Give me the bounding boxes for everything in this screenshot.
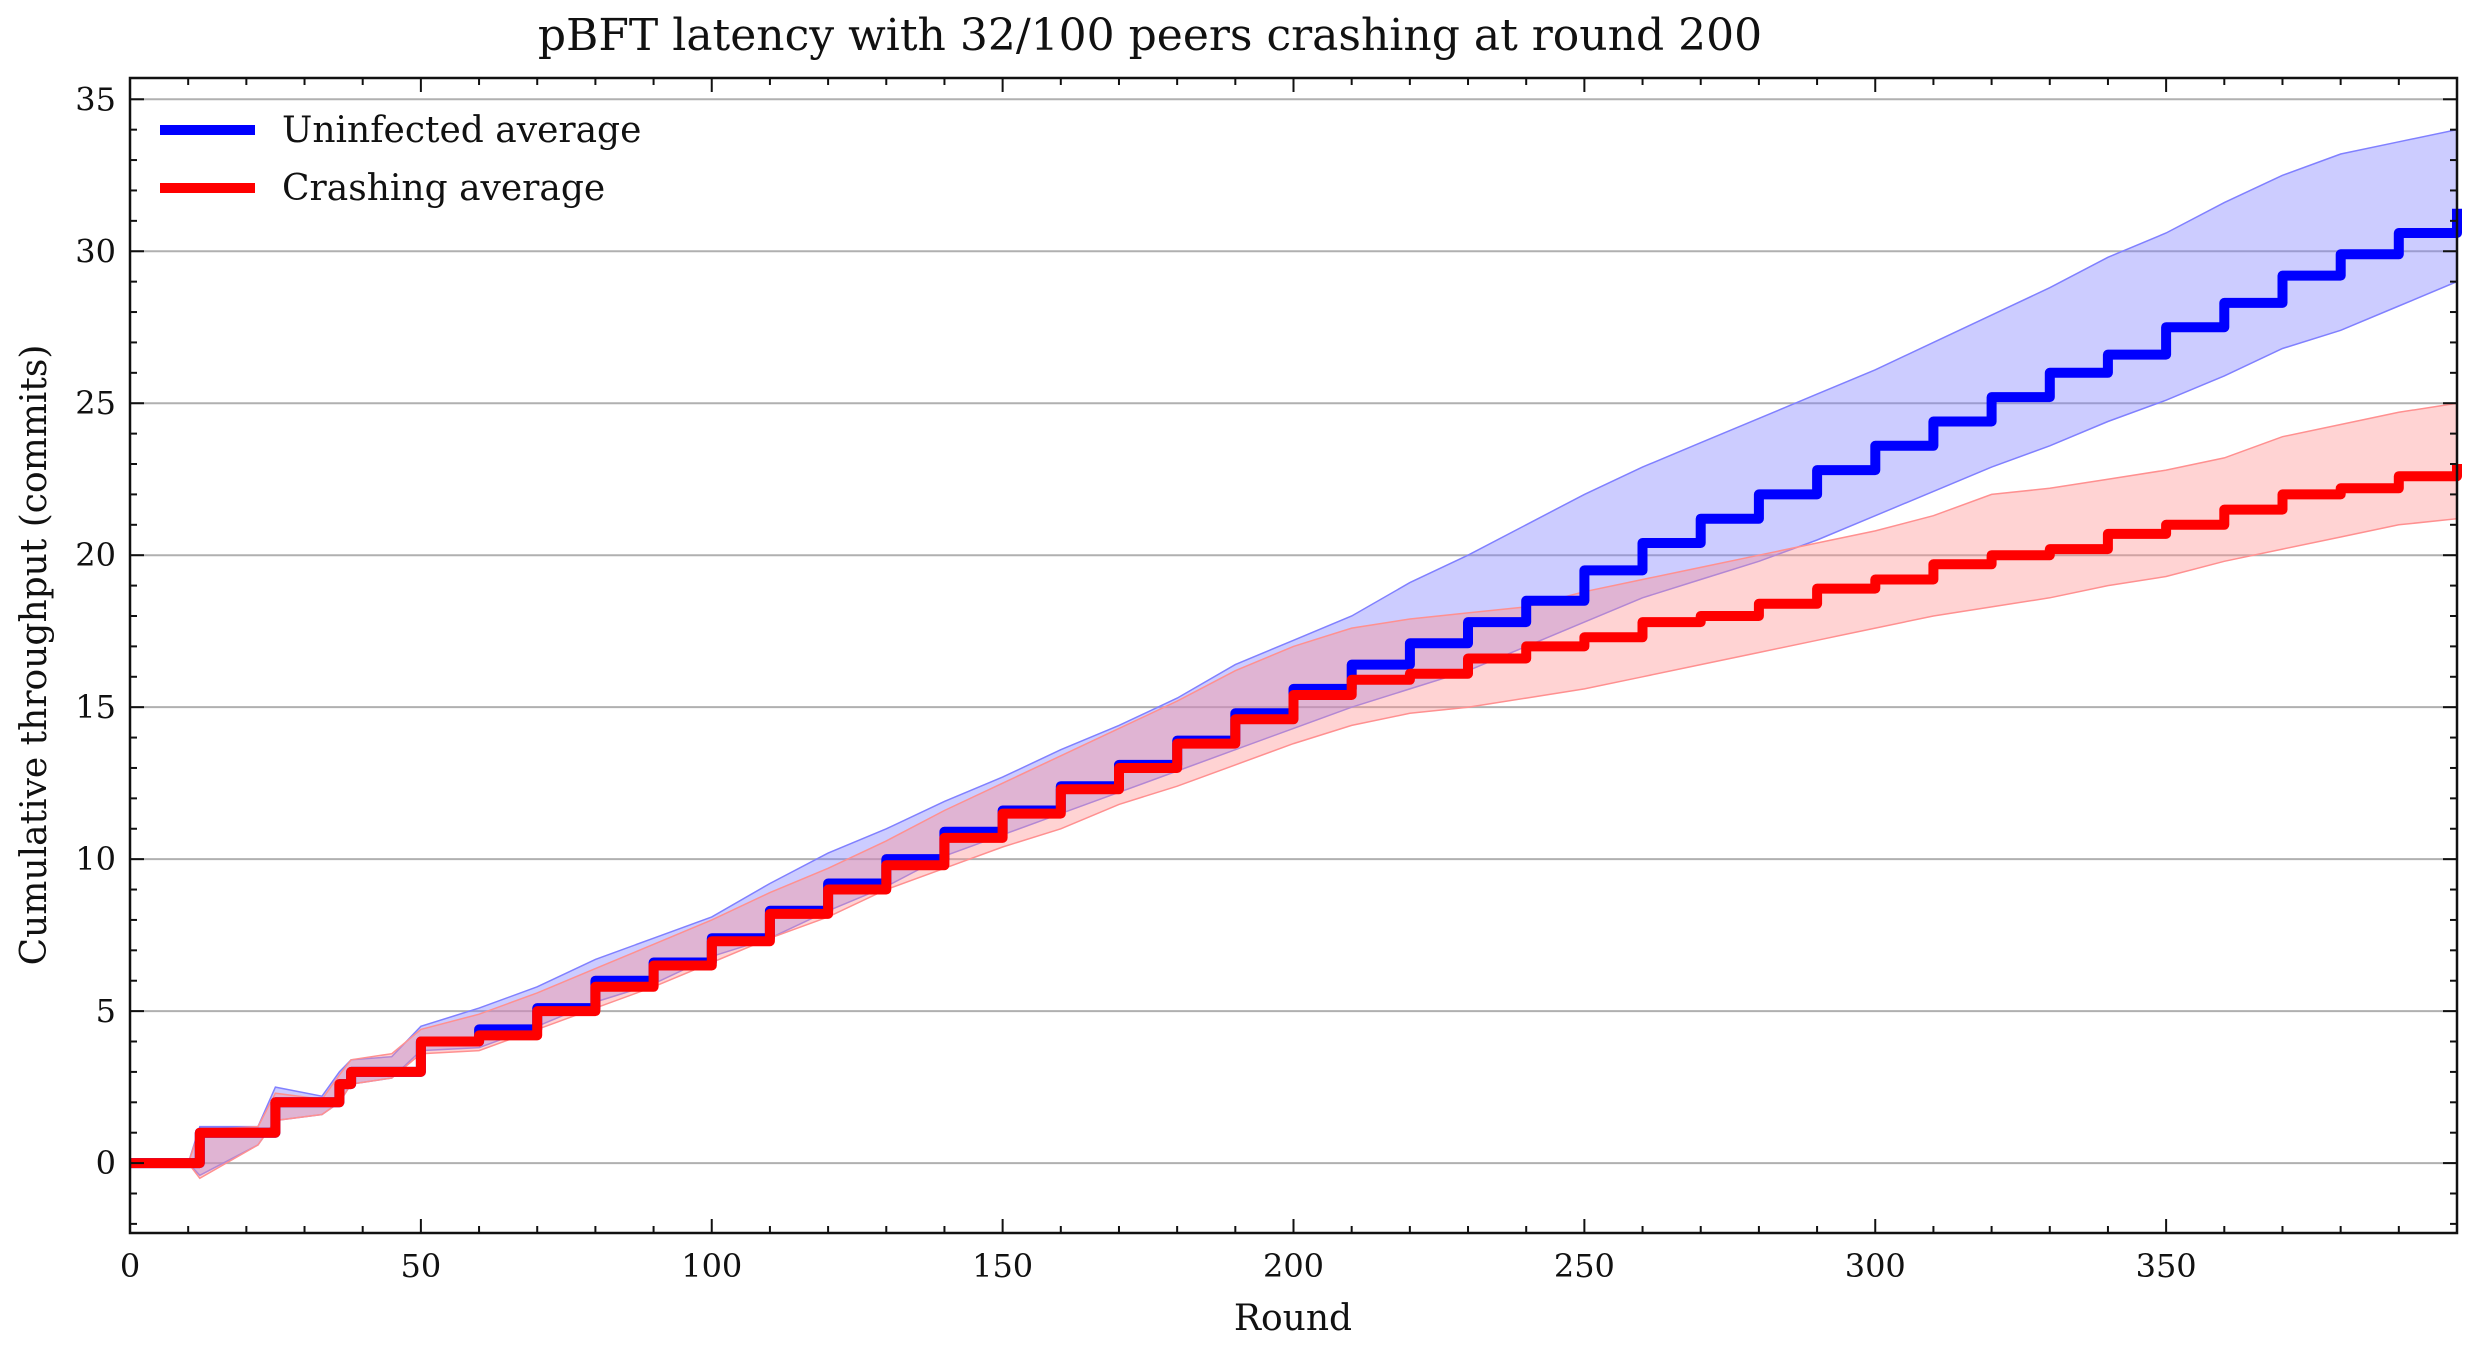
y-tick-label: 35 [75,80,116,118]
chart-title: pBFT latency with 32/100 peers crashing … [538,10,1762,61]
legend-label-uninfected: Uninfected average [282,110,641,151]
x-tick-label: 150 [972,1247,1033,1285]
y-tick-label: 0 [96,1144,116,1182]
y-axis: 0 5 10 15 20 25 30 35 [75,80,2457,1225]
confidence-bands [130,128,2458,1180]
y-tick-label: 10 [75,840,116,878]
y-tick-label: 30 [75,232,116,270]
x-tick-label: 200 [1263,1247,1324,1285]
x-tick-label: 350 [2136,1247,2197,1285]
x-tick-label: 100 [681,1247,742,1285]
grid [130,98,2457,1165]
x-tick-label: 250 [1554,1247,1615,1285]
x-axis: 0 50 100 150 200 250 300 350 [120,78,2458,1285]
series-lines [130,208,2462,1169]
y-tick-label: 20 [75,536,116,574]
legend-label-crashing: Crashing average [282,168,605,209]
band-series-1 [130,402,2458,1180]
x-tick-label: 0 [120,1247,140,1285]
x-tick-label: 50 [401,1247,442,1285]
y-tick-label: 15 [75,688,116,726]
x-axis-label: Round [1234,1298,1352,1339]
legend: Uninfected average Crashing average [160,110,641,209]
y-tick-label: 5 [96,992,116,1030]
line-series-1 [130,464,2462,1169]
y-axis-label: Cumulative throughput (commits) [14,345,55,966]
y-tick-label: 25 [75,384,116,422]
x-tick-label: 300 [1845,1247,1906,1285]
